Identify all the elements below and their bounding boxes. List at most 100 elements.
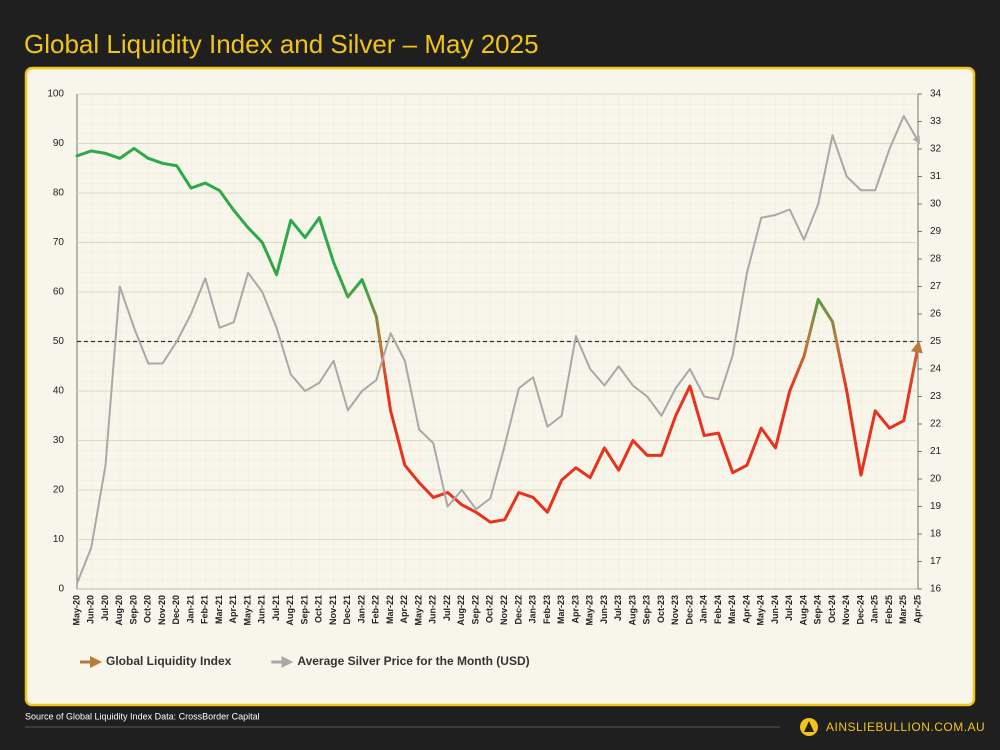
y-tick-label: 20	[53, 485, 65, 496]
x-tick-label: Jan-22	[356, 595, 366, 624]
y2-tick-label: 31	[930, 171, 942, 182]
y2-tick-label: 32	[930, 144, 942, 155]
x-tick-label: Jan-21	[185, 595, 195, 624]
x-tick-label: Aug-21	[285, 595, 295, 626]
x-tick-label: Oct-24	[827, 595, 837, 623]
x-tick-label: Jul-21	[271, 595, 281, 621]
x-tick-label: May-20	[71, 595, 81, 626]
x-tick-label: Jul-24	[784, 595, 794, 621]
x-tick-label: Jun-22	[428, 595, 438, 624]
x-tick-label: Jan-24	[699, 595, 709, 624]
legend-label: Average Silver Price for the Month (USD)	[297, 654, 529, 668]
y2-tick-label: 25	[930, 336, 942, 347]
x-tick-label: Feb-21	[200, 595, 210, 624]
x-tick-label: Jul-23	[613, 595, 623, 621]
y2-tick-label: 28	[930, 254, 942, 265]
y-tick-label: 90	[53, 138, 65, 149]
y2-tick-label: 30	[930, 199, 942, 210]
x-tick-label: Sep-20	[128, 595, 138, 625]
x-tick-label: Apr-21	[228, 595, 238, 624]
x-tick-label: Feb-22	[371, 595, 381, 624]
x-tick-label: Jan-23	[528, 595, 538, 624]
legend-label: Global Liquidity Index	[106, 654, 232, 668]
x-tick-label: Mar-24	[727, 595, 737, 624]
x-tick-label: May-23	[585, 595, 595, 626]
brand-logo-mark	[804, 721, 814, 732]
y2-tick-label: 19	[930, 501, 942, 512]
y2-tick-label: 27	[930, 281, 942, 292]
x-tick-label: May-24	[756, 595, 766, 626]
x-tick-label: Mar-22	[385, 595, 395, 624]
y2-tick-label: 21	[930, 446, 942, 457]
x-tick-label: Mar-23	[556, 595, 566, 624]
y2-tick-label: 33	[930, 116, 942, 127]
source-note: Source of Global Liquidity Index Data: C…	[25, 711, 260, 721]
x-tick-label: Aug-23	[627, 595, 637, 626]
x-tick-label: Nov-21	[328, 595, 338, 625]
x-tick-label: Feb-25	[884, 595, 894, 624]
x-tick-label: Dec-20	[171, 595, 181, 625]
y2-tick-label: 20	[930, 474, 942, 485]
y-tick-label: 50	[53, 336, 65, 347]
x-tick-label: May-21	[242, 595, 252, 626]
x-tick-label: Sep-23	[642, 595, 652, 625]
x-tick-label: Dec-24	[855, 595, 865, 625]
x-tick-label: Dec-21	[342, 595, 352, 625]
x-tick-label: Sep-22	[470, 595, 480, 625]
x-tick-label: Mar-25	[898, 595, 908, 624]
x-tick-label: Nov-20	[157, 595, 167, 625]
y2-tick-label: 22	[930, 419, 942, 430]
x-tick-label: Nov-23	[670, 595, 680, 625]
y2-tick-label: 24	[930, 364, 942, 375]
x-tick-label: Dec-23	[684, 595, 694, 625]
x-tick-label: Aug-20	[114, 595, 124, 626]
x-tick-label: Jul-20	[100, 595, 110, 621]
x-tick-label: Feb-24	[713, 595, 723, 624]
y-tick-label: 70	[53, 237, 65, 248]
x-tick-label: Oct-20	[143, 595, 153, 623]
y-tick-label: 30	[53, 435, 65, 446]
series-line	[75, 146, 923, 524]
x-tick-label: Apr-25	[912, 595, 922, 624]
y2-tick-label: 16	[930, 584, 942, 595]
y2-tick-label: 18	[930, 529, 942, 540]
x-tick-label: Oct-21	[314, 595, 324, 623]
y2-tick-label: 23	[930, 391, 942, 402]
x-tick-label: Dec-22	[513, 595, 523, 625]
x-tick-label: May-22	[413, 595, 423, 626]
y2-tick-label: 29	[930, 226, 942, 237]
y2-tick-label: 26	[930, 309, 942, 320]
x-tick-label: Apr-24	[741, 595, 751, 624]
y-tick-label: 80	[53, 188, 65, 199]
series-line	[76, 115, 920, 585]
y2-tick-label: 34	[930, 89, 942, 100]
x-tick-label: Oct-22	[485, 595, 495, 623]
x-tick-label: Nov-24	[841, 595, 851, 625]
x-tick-label: Jul-22	[442, 595, 452, 621]
y-tick-label: 0	[58, 584, 64, 595]
x-tick-label: Apr-23	[570, 595, 580, 624]
x-tick-label: Jun-21	[257, 595, 267, 624]
x-tick-label: Sep-21	[299, 595, 309, 625]
chart-title: Global Liquidity Index and Silver – May …	[24, 29, 539, 59]
x-tick-label: Jun-20	[86, 595, 96, 624]
y-tick-label: 10	[53, 534, 65, 545]
x-tick-label: Aug-22	[456, 595, 466, 626]
x-tick-label: Sep-24	[813, 595, 823, 625]
y-tick-label: 60	[53, 287, 65, 298]
y2-tick-label: 17	[930, 556, 942, 567]
x-tick-label: Nov-22	[499, 595, 509, 625]
x-tick-label: Feb-23	[542, 595, 552, 624]
x-tick-label: Jun-24	[770, 595, 780, 624]
x-tick-label: Aug-24	[798, 595, 808, 626]
brand-url: AINSLIEBULLION.COM.AU	[826, 720, 985, 734]
y-tick-label: 100	[47, 89, 64, 100]
x-tick-label: Mar-21	[214, 595, 224, 624]
y-tick-label: 40	[53, 386, 65, 397]
x-tick-label: Jan-25	[870, 595, 880, 624]
x-tick-label: Jun-23	[599, 595, 609, 624]
x-tick-label: Oct-23	[656, 595, 666, 623]
x-tick-label: Apr-22	[399, 595, 409, 624]
